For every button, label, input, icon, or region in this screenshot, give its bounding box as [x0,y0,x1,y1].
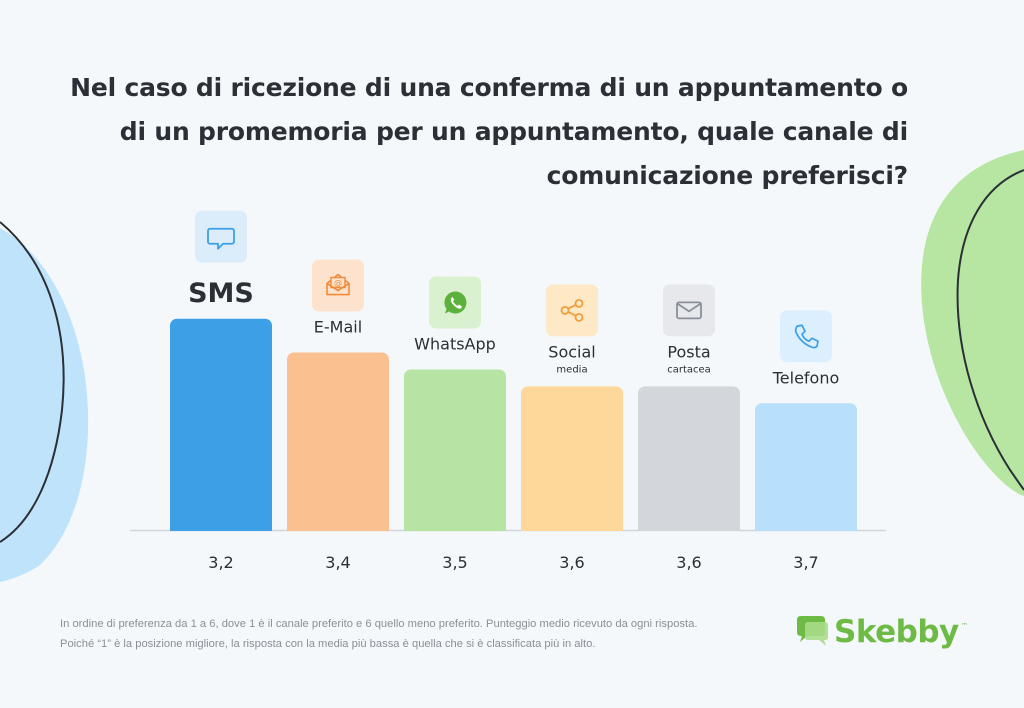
bar-email [287,352,389,531]
bar-posta [638,386,740,531]
right-blob-outline [956,169,1024,491]
bar-label: Social [548,342,595,361]
bar-label: E-Mail [314,318,362,337]
bar-label: Posta [667,342,710,361]
value-label: 3,2 [208,553,233,572]
bar-label: SMS [188,278,254,309]
bar-label: WhatsApp [414,334,496,353]
brand-name: Skebby [834,614,959,650]
bar-whatsapp [404,369,506,531]
icon-tile [546,284,598,337]
bar-base-fill [287,522,389,531]
value-label: 3,4 [325,553,350,572]
left-blob-outline [0,221,65,543]
whatsapp-icon [444,291,467,314]
bar-telefono [755,403,857,531]
value-label: 3,5 [442,553,467,572]
brand-trademark: ™ [961,622,968,630]
bar-sublabel: cartacea [667,364,711,375]
email-envelope-icon: @ [326,273,350,296]
bar-base-fill [404,522,506,531]
value-label: 3,7 [793,553,818,572]
right-green-blob [921,150,1024,496]
phone-icon [794,324,819,349]
envelope-icon [676,301,702,320]
share-icon [560,298,584,322]
bar-base-fill [521,522,623,531]
bar-base-fill [755,522,857,531]
left-blue-blob [0,228,89,582]
bar-base-fill [170,522,272,531]
skebby-logo: Skebby ™ [794,612,974,660]
value-label: 3,6 [559,553,584,572]
bar-label: Telefono [772,368,840,387]
bar-sms [170,318,272,531]
icon-tile [780,310,832,363]
value-label: 3,6 [676,553,701,572]
footnote: In ordine di preferenza da 1 a 6, dove 1… [60,618,698,650]
chart-title: Nel caso di ricezione di una conferma di… [70,73,908,190]
bar-sublabel: media [556,364,587,375]
skebby-logo-icon [797,616,828,646]
bar-base-fill [638,522,740,531]
icon-tile [195,210,247,263]
svg-text:@: @ [334,279,342,288]
chat-bubble-icon [207,227,235,250]
bar-social [521,386,623,531]
